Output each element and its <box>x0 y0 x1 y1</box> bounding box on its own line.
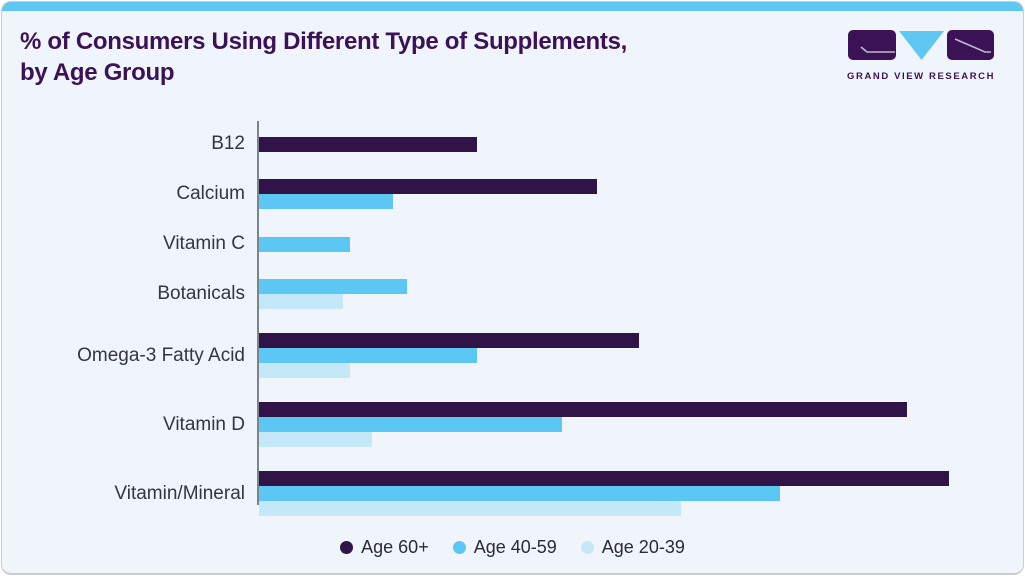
bar-rows: B12 Calcium Vitamin C Botanicals Omega-3 Fat… <box>2 121 998 516</box>
bar-age-20-39 <box>259 363 351 378</box>
bar-age-40-59 <box>259 194 393 209</box>
category-label: Omega-3 Fatty Acid <box>77 344 245 366</box>
bar-group-omega-3-fatty-acid: Omega-3 Fatty Acid <box>2 333 998 378</box>
bar-age-60 <box>259 471 949 486</box>
bar-age-20-39 <box>259 432 372 447</box>
legend-dot-age-20-39 <box>580 541 594 554</box>
bar-age-40-59 <box>259 486 780 501</box>
category-label: Vitamin/Mineral <box>114 482 245 504</box>
bar-age-40-59 <box>259 279 407 294</box>
category-label: B12 <box>211 133 245 154</box>
bar-age-40-59 <box>259 417 562 432</box>
bar-age-20-39 <box>259 294 344 309</box>
bar-group-vitamin-mineral: Vitamin/Mineral <box>2 471 998 516</box>
legend-item-age-60: Age 60+ <box>340 537 429 558</box>
legend-dot-age-40-59 <box>452 541 466 554</box>
legend-label: Age 20-39 <box>601 537 685 557</box>
bar-group-vitamin-c: Vitamin C <box>2 233 998 255</box>
bar-age-40-59 <box>259 236 351 252</box>
bar-stack <box>259 236 998 252</box>
bar-age-60 <box>259 333 640 348</box>
category-label: Vitamin C <box>162 233 245 254</box>
legend-dot-age-60 <box>340 541 354 554</box>
bar-stack <box>259 179 998 209</box>
gvr-logo-mark <box>848 30 994 60</box>
top-accent-strip <box>2 2 1023 11</box>
bar-group-botanicals: Botanicals <box>2 279 998 309</box>
bar-age-20-39 <box>259 501 682 516</box>
category-label: Vitamin D <box>162 413 245 435</box>
bar-group-b12: B12 <box>2 133 998 155</box>
legend-item-age-20-39: Age 20-39 <box>580 537 685 558</box>
bar-age-60 <box>259 136 478 152</box>
bar-stack <box>259 279 998 309</box>
y-axis-line <box>257 121 259 505</box>
legend-label: Age 40-59 <box>473 537 557 557</box>
gvr-logo-text: GRAND VIEW RESEARCH <box>847 71 996 82</box>
bar-group-vitamin-d: Vitamin D <box>2 402 998 447</box>
bar-stack <box>259 471 998 516</box>
chart-legend: Age 60+ Age 40-59 Age 20-39 <box>2 537 1023 558</box>
category-label: Calcium <box>176 183 245 204</box>
legend-item-age-40-59: Age 40-59 <box>452 537 557 558</box>
gvr-logo: GRAND VIEW RESEARCH <box>847 28 995 82</box>
bar-group-calcium: Calcium <box>2 179 998 209</box>
bar-age-60 <box>259 402 907 417</box>
bar-stack <box>259 136 998 152</box>
category-label: Botanicals <box>157 283 245 304</box>
page-title-line-1: % of Consumers Using Different Type of S… <box>20 28 627 55</box>
bar-chart: B12 Calcium Vitamin C Botanicals Omega-3 Fat… <box>2 121 998 540</box>
bar-age-60 <box>259 179 597 194</box>
page-title-line-2: by Age Group <box>20 59 175 86</box>
legend-label: Age 60+ <box>361 537 429 557</box>
header: % of Consumers Using Different Type of S… <box>20 26 823 88</box>
bar-stack <box>259 402 998 447</box>
bar-stack <box>259 333 998 378</box>
bar-age-40-59 <box>259 348 478 363</box>
